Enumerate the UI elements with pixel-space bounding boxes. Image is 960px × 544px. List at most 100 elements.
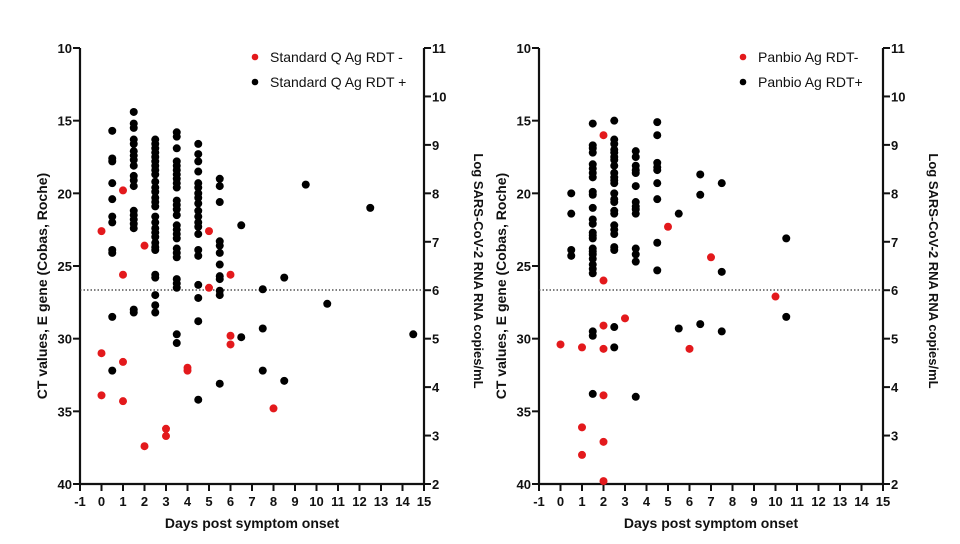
data-point [599,276,608,285]
data-point [588,331,597,340]
series-1 [556,131,780,486]
data-point [108,126,117,135]
data-point [215,182,224,191]
data-point [631,147,640,156]
data-point [194,222,203,231]
x-tick-label: 2 [600,494,607,509]
data-point [610,139,619,148]
data-point [129,224,138,233]
x-tick-label: 15 [417,494,431,509]
data-point [194,293,203,302]
y2-axis-title: Log SARS-CoV-2 RNA RNA copies/mL [926,153,941,388]
y2-tick-label: 7 [432,235,439,250]
x-tick-label: 0 [557,494,564,509]
x-tick-label: 7 [248,494,255,509]
data-point [610,155,619,164]
y-tick-label: 30 [58,332,72,347]
data-point [194,150,203,159]
data-point [610,161,619,170]
y-tick-label: 25 [58,259,72,274]
data-point [108,218,117,227]
x-tick-label: 11 [790,494,804,509]
y-tick-label: 40 [58,477,72,492]
data-point [140,442,149,451]
data-point [717,327,726,336]
x-tick-label: 10 [309,494,323,509]
y-axis-title: CT values, E gene (Cobas, Roche) [493,173,509,399]
data-point [194,139,203,148]
data-point [172,339,181,348]
data-point [226,331,235,340]
data-point [119,397,127,406]
data-point [685,344,694,353]
x-tick-label: 3 [162,494,169,509]
data-point [172,205,181,214]
data-point [631,168,640,177]
data-point [717,267,726,276]
y-tick-label: 25 [517,259,531,274]
data-point [653,131,662,140]
data-point [108,312,117,321]
x-tick-label: 3 [621,494,628,509]
data-point [588,234,597,243]
data-point [631,182,640,191]
data-point [194,317,203,326]
data-point [162,424,170,433]
x-tick-label: 8 [729,494,736,509]
legend-marker [739,53,747,61]
legend-label: Panbio Ag RDT+ [758,74,863,90]
data-point [97,391,106,400]
data-point [119,186,127,195]
data-point [194,167,203,176]
data-point [97,349,106,358]
data-point [707,253,715,262]
data-point [674,209,683,218]
x-axis-title: Days post symptom onset [624,515,799,531]
data-point [151,187,160,196]
data-point [588,190,597,199]
data-point [108,195,117,204]
data-point [119,270,127,279]
data-point [194,246,203,255]
data-point [588,269,597,278]
data-point [610,198,619,207]
data-point [108,212,117,221]
y-tick-label: 30 [517,332,531,347]
data-point [599,437,608,446]
y2-tick-label: 7 [891,235,898,250]
data-point [151,246,160,255]
y-tick-label: 15 [58,114,72,129]
y2-tick-label: 2 [432,477,439,492]
y2-tick-label: 11 [432,41,446,56]
legend-label: Panbio Ag RDT- [758,49,859,65]
x-tick-label: 8 [270,494,277,509]
y2-tick-label: 3 [891,429,898,444]
data-point [588,389,597,398]
data-point [226,270,235,279]
x-tick-label: 7 [707,494,714,509]
data-point [610,116,619,125]
data-point [610,230,619,239]
data-point [631,153,640,161]
data-point [129,123,138,132]
legend-label: Standard Q Ag RDT + [270,74,406,90]
x-tick-label: 11 [331,494,345,509]
y-tick-label: 40 [517,477,531,492]
data-point [194,206,203,215]
y2-tick-label: 2 [891,477,898,492]
data-point [129,155,138,164]
x-tick-label: 6 [227,494,234,509]
data-point [183,366,192,375]
data-point [129,107,138,116]
y-tick-label: 20 [517,186,531,201]
x-tick-label: 1 [119,494,126,509]
x-tick-label: 10 [768,494,782,509]
x-tick-label: 4 [643,494,651,509]
x-tick-label: 15 [876,494,890,509]
data-point [151,273,160,282]
data-point [653,118,662,127]
legend-label: Standard Q Ag RDT - [270,49,403,65]
data-point [269,404,278,413]
